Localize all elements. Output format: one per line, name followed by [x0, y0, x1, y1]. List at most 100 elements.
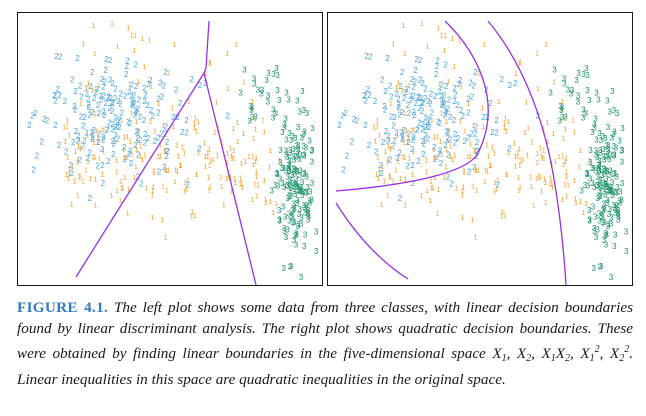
class-2-point: 2 — [81, 122, 86, 131]
left-boundary-1-2 — [203, 20, 210, 74]
class-2-point: 2 — [467, 168, 472, 177]
class-2-point: 2 — [380, 75, 385, 84]
class-1-point: 1 — [213, 128, 217, 137]
class-2-point: 2 — [379, 169, 384, 178]
class-3-point: 3 — [609, 273, 614, 282]
class-1-point: 1 — [585, 169, 589, 178]
class-2-point: 2 — [110, 98, 115, 107]
class-1-point: 1 — [177, 152, 181, 161]
class-2-point: 2 — [105, 126, 110, 135]
class-2-point: 2 — [470, 93, 475, 102]
class-2-point: 2 — [420, 98, 425, 107]
class-1-point: 1 — [448, 152, 452, 161]
class-1-point: 1 — [377, 165, 381, 174]
class-2-point: 2 — [127, 88, 132, 97]
class-1-point: 1 — [488, 160, 492, 169]
class-1-point: 1 — [471, 121, 475, 130]
class-1-point: 1 — [425, 168, 429, 177]
class-1-point: 1 — [95, 126, 99, 135]
class-3-point: 3 — [605, 152, 610, 161]
class-2-point: 2 — [440, 101, 445, 110]
class-1-point: 1 — [564, 168, 568, 177]
class-1-point: 1 — [275, 169, 279, 178]
class-3-point: 3 — [256, 86, 261, 95]
class-1-point: 1 — [492, 149, 496, 158]
class-2-point: 2 — [391, 122, 396, 131]
class-3-point: 3 — [290, 171, 295, 180]
class-3-point: 3 — [607, 186, 612, 195]
class-2-point: 2 — [87, 110, 92, 119]
class-3-point: 3 — [285, 225, 290, 234]
class-2-point: 2 — [446, 150, 451, 159]
class-1-point: 1 — [203, 152, 207, 161]
class-1-point: 1 — [133, 31, 137, 40]
class-3-point: 3 — [310, 124, 315, 133]
class-3-point: 3 — [608, 166, 613, 175]
class-2-point: 2 — [443, 107, 448, 116]
class-1-point: 1 — [444, 145, 448, 154]
class-3-point: 3 — [275, 71, 280, 80]
class-1-point: 1 — [403, 201, 407, 210]
class-1-point: 1 — [195, 170, 199, 179]
class-3-point: 3 — [299, 273, 304, 282]
class-3-point: 3 — [587, 217, 592, 226]
left-boundary-1-2-diagonal — [75, 72, 205, 278]
class-2-point: 2 — [130, 81, 135, 90]
class-3-point: 3 — [588, 146, 593, 155]
class-1-point: 1 — [70, 162, 74, 171]
class-1-point: 1 — [235, 118, 239, 127]
class-2-point: 2 — [164, 152, 169, 161]
class-1-point: 1 — [86, 78, 90, 87]
class-1-point: 1 — [252, 160, 256, 169]
class-1-point: 1 — [460, 213, 464, 222]
class-3-point: 3 — [597, 160, 602, 169]
class-2-point: 2 — [420, 79, 425, 88]
class-1-point: 1 — [577, 163, 581, 172]
class-3-point: 3 — [307, 197, 312, 206]
class-1-point: 1 — [76, 191, 80, 200]
class-3-point: 3 — [605, 199, 610, 208]
class-1-point: 1 — [91, 127, 95, 136]
class-1-point: 1 — [410, 170, 414, 179]
class-2-point: 2 — [76, 137, 81, 146]
class-1-point: 1 — [190, 211, 194, 220]
class-3-point: 3 — [271, 70, 276, 79]
class-2-point: 2 — [35, 152, 40, 161]
class-2-point: 2 — [98, 92, 103, 101]
class-1-point: 1 — [403, 153, 407, 162]
class-3-point: 3 — [304, 189, 309, 198]
class-2-point: 2 — [472, 163, 477, 172]
class-1-point: 1 — [178, 161, 182, 170]
class-3-point: 3 — [302, 151, 307, 160]
class-1-point: 1 — [121, 183, 125, 192]
class-2-point: 2 — [72, 102, 77, 111]
class-2-point: 2 — [33, 109, 38, 118]
class-1-point: 1 — [502, 119, 506, 128]
class-3-point: 3 — [295, 148, 300, 157]
class-3-point: 3 — [610, 191, 615, 200]
class-3-point: 3 — [264, 76, 269, 85]
left-points-layer: 1111111111111111111111111111111111111111… — [27, 19, 319, 282]
class-2-point: 2 — [397, 103, 402, 112]
class-2-point: 2 — [127, 150, 132, 159]
right-scatter-plot: 1111111111111111111111111111111111111111… — [335, 19, 629, 285]
class-1-point: 1 — [403, 109, 407, 118]
class-2-point: 2 — [97, 129, 102, 138]
class-2-point: 2 — [138, 136, 143, 145]
class-1-point: 1 — [220, 138, 224, 147]
class-1-point: 1 — [214, 98, 218, 107]
class-2-point: 2 — [352, 115, 357, 124]
class-3-point: 3 — [590, 128, 595, 137]
class-3-point: 3 — [302, 128, 307, 137]
class-1-point: 1 — [122, 132, 126, 141]
class-1-point: 1 — [535, 149, 539, 158]
class-2-point: 2 — [368, 53, 373, 62]
class-2-point: 2 — [411, 135, 416, 144]
class-2-point: 2 — [374, 147, 379, 156]
class-3-point: 3 — [597, 160, 602, 169]
class-2-point: 2 — [70, 75, 75, 84]
class-2-point: 2 — [481, 113, 486, 122]
class-3-point: 3 — [282, 227, 287, 236]
class-2-point: 2 — [149, 106, 154, 115]
class-2-point: 2 — [364, 52, 369, 61]
